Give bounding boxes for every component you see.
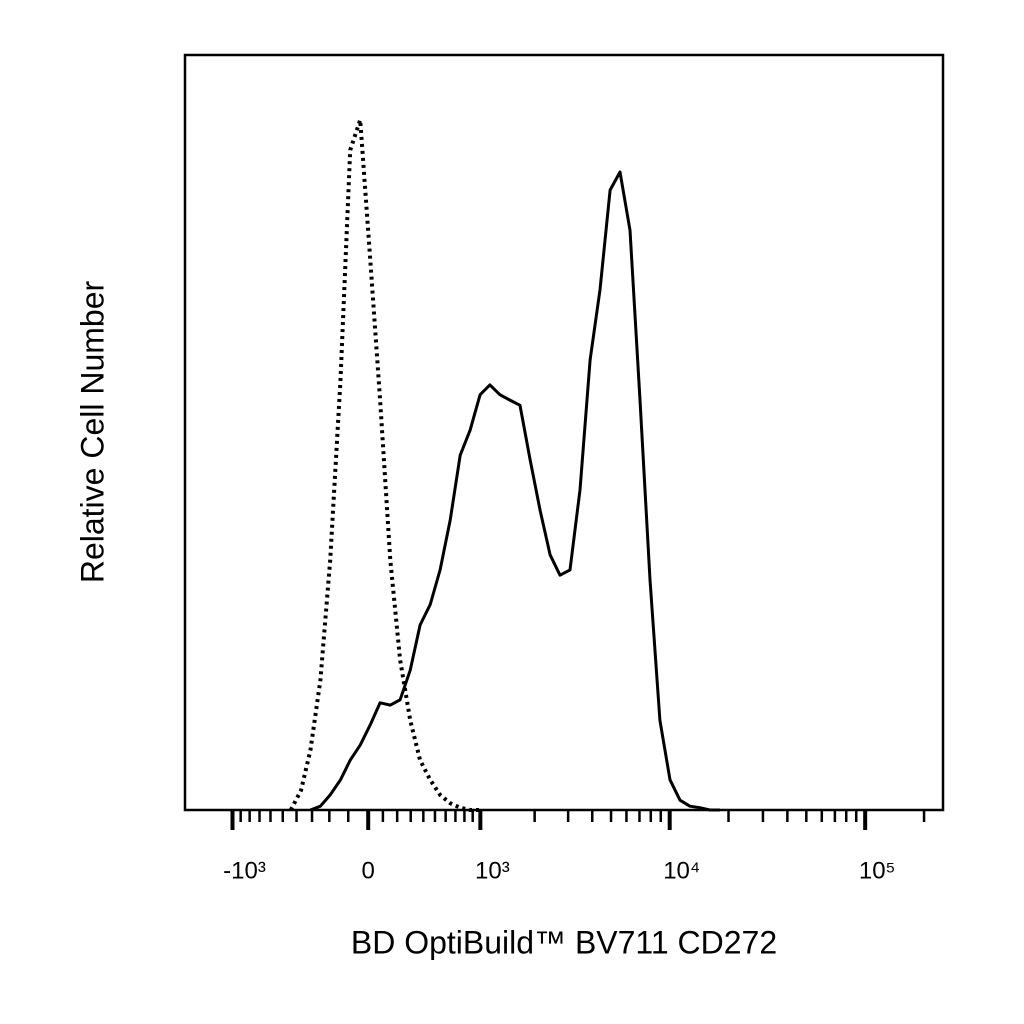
x-tick-label: 10³	[475, 857, 510, 884]
x-tick-label: 10⁴	[663, 857, 700, 884]
x-axis-label: BD OptiBuild™ BV711 CD272	[351, 924, 777, 960]
x-tick-label: -10³	[223, 857, 266, 884]
histogram-line	[309, 170, 720, 812]
x-tick-label: 10⁵	[859, 857, 896, 884]
histogram-line	[289, 117, 481, 812]
x-tick-label: 0	[362, 857, 375, 884]
y-axis-label: Relative Cell Number	[74, 280, 110, 583]
plot-frame	[183, 53, 945, 812]
